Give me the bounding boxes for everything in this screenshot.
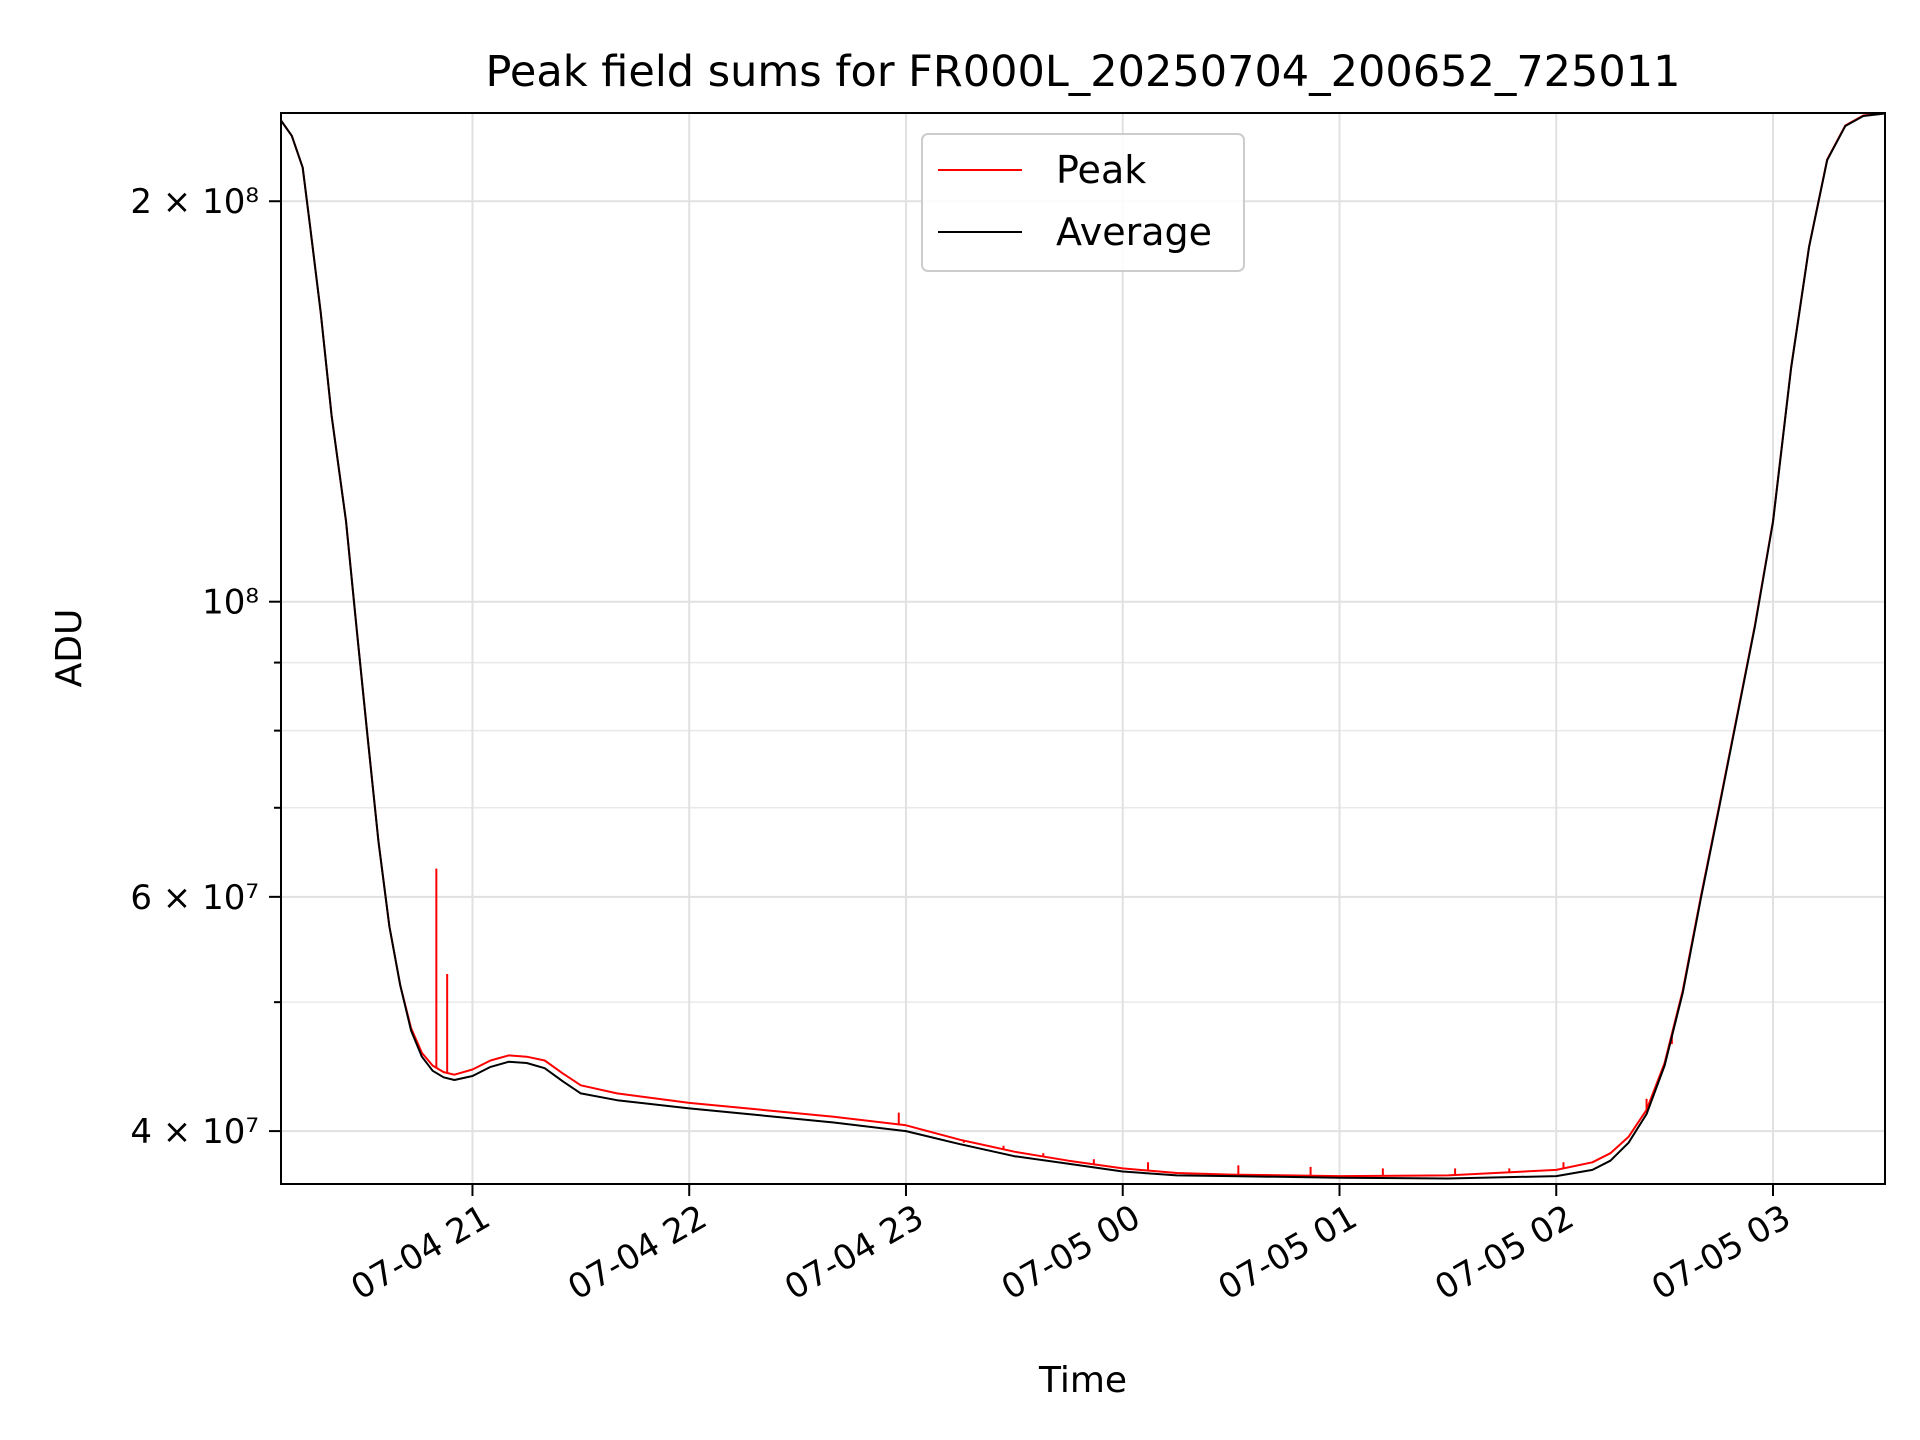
series-line-average [280, 112, 1886, 1180]
legend-box [921, 133, 1245, 272]
legend-label-average: Average [1056, 210, 1212, 254]
y-tick-label: 2 × 10⁸ [130, 182, 259, 222]
legend-label-peak: Peak [1056, 148, 1146, 192]
y-axis-label: ADU [49, 609, 90, 688]
series-layer [280, 112, 1886, 1180]
y-tick-label: 4 × 10⁷ [130, 1112, 259, 1152]
chart-title: Peak field sums for FR000L_20250704_2006… [486, 47, 1681, 97]
y-tick-label: 10⁸ [202, 583, 259, 623]
plot-frame [280, 112, 1886, 1185]
grid [281, 113, 1885, 1184]
x-axis-label: Time [1038, 1360, 1127, 1401]
y-tick-label: 6 × 10⁷ [130, 878, 259, 918]
legend: Peak Average [921, 133, 1245, 272]
